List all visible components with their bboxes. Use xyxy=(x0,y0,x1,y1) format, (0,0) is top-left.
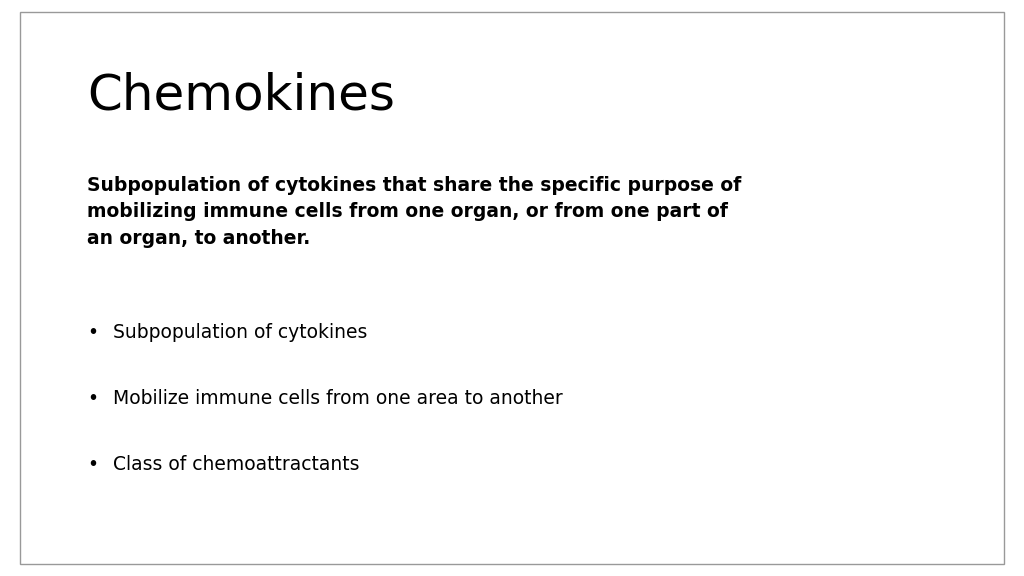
Text: •: • xyxy=(87,389,98,408)
Text: Subpopulation of cytokines that share the specific purpose of
mobilizing immune : Subpopulation of cytokines that share th… xyxy=(87,176,741,248)
Text: Subpopulation of cytokines: Subpopulation of cytokines xyxy=(113,323,367,342)
Text: Class of chemoattractants: Class of chemoattractants xyxy=(113,455,359,474)
FancyBboxPatch shape xyxy=(20,12,1004,564)
Text: •: • xyxy=(87,455,98,474)
Text: •: • xyxy=(87,323,98,342)
Text: Chemokines: Chemokines xyxy=(87,72,395,120)
Text: Mobilize immune cells from one area to another: Mobilize immune cells from one area to a… xyxy=(113,389,562,408)
